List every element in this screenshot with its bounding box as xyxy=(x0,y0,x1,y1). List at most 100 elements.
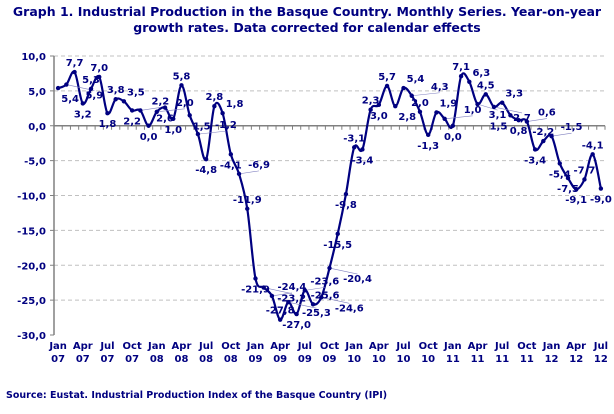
data-label: 4,5 xyxy=(477,80,495,91)
data-label: 1,9 xyxy=(440,98,458,109)
data-label: 1,0 xyxy=(464,105,482,116)
y-tick-label: -25,0 xyxy=(17,296,46,307)
data-point xyxy=(574,187,579,192)
data-point xyxy=(549,134,554,139)
x-tick-label-month: Apr xyxy=(369,341,389,352)
data-point xyxy=(393,104,398,109)
x-tick-label-year: 12 xyxy=(545,354,559,365)
data-point xyxy=(121,99,127,104)
y-tick-label: -15,0 xyxy=(17,226,46,237)
data-label: -23,6 xyxy=(310,276,339,287)
data-point xyxy=(425,132,431,138)
x-tick-label-month: Jan xyxy=(443,341,462,352)
data-point xyxy=(500,100,505,105)
data-label: 5,8 xyxy=(173,71,191,82)
x-tick-label-month: Apr xyxy=(468,341,488,352)
data-label: -24,6 xyxy=(335,303,364,314)
data-label: -11,9 xyxy=(233,195,262,206)
data-point xyxy=(162,105,168,110)
chart-title-line-1: Graph 1. Industrial Production in the Ba… xyxy=(12,4,602,19)
x-tick-label-year: 12 xyxy=(569,354,583,365)
data-label: 5,4 xyxy=(61,94,79,105)
data-label: 3,1 xyxy=(489,110,507,121)
data-point xyxy=(360,147,365,152)
data-point xyxy=(508,113,513,118)
leader-line xyxy=(329,267,358,275)
chart-title-line-2: growth rates. Data corrected for calenda… xyxy=(133,20,481,35)
data-point xyxy=(557,161,562,166)
x-tick-label-year: 09 xyxy=(298,354,312,365)
x-tick-label-year: 10 xyxy=(421,354,435,365)
data-label: -7,7 xyxy=(574,165,596,176)
data-label: -21,9 xyxy=(241,285,270,296)
data-label: 2,8 xyxy=(206,92,224,103)
leader-line xyxy=(197,130,226,135)
data-label: 5,4 xyxy=(407,74,425,85)
data-point xyxy=(384,83,390,89)
data-point xyxy=(88,86,94,91)
data-point xyxy=(55,85,61,91)
x-tick-label-year: 07 xyxy=(100,354,114,365)
leader-line xyxy=(411,92,440,97)
data-label: -9,0 xyxy=(590,195,612,206)
data-label: -27,8 xyxy=(266,306,295,317)
data-label: -20,4 xyxy=(343,274,372,285)
data-label: 3,2 xyxy=(74,109,92,120)
data-label: 2,3 xyxy=(362,96,380,107)
source-note: Source: Eustat. Industrial Production In… xyxy=(6,390,388,401)
x-tick-label-year: 09 xyxy=(249,354,263,365)
data-label: 7,1 xyxy=(452,62,470,73)
data-label: 7,7 xyxy=(66,58,84,69)
data-point xyxy=(475,101,480,107)
x-tick-label-month: Oct xyxy=(123,341,142,352)
data-point xyxy=(343,191,349,197)
data-point xyxy=(195,131,201,137)
leader-line xyxy=(444,115,473,120)
data-point xyxy=(458,74,464,79)
leader-line xyxy=(526,118,547,122)
data-label: 1,8 xyxy=(99,119,117,130)
data-label: 3,8 xyxy=(107,85,125,96)
x-tick-label-year: 11 xyxy=(495,354,509,365)
y-tick-label: 5,0 xyxy=(28,87,46,98)
data-point xyxy=(261,285,266,290)
x-tick-label-month: Jan xyxy=(542,341,561,352)
data-label: 2,8 xyxy=(398,112,416,123)
x-tick-label-month: Apr xyxy=(73,341,93,352)
data-point xyxy=(491,104,497,110)
x-tick-label-month: Oct xyxy=(221,341,240,352)
data-point xyxy=(401,85,406,91)
leader-line xyxy=(288,301,317,309)
data-point xyxy=(434,110,439,115)
data-point xyxy=(335,231,340,237)
data-point xyxy=(245,206,250,211)
x-tick-label-year: 07 xyxy=(51,354,65,365)
data-point xyxy=(467,79,472,85)
data-point xyxy=(236,171,242,177)
data-label: 1,0 xyxy=(164,125,182,136)
data-label: -1,5 xyxy=(561,122,583,133)
data-point xyxy=(483,92,488,97)
data-label: 5,9 xyxy=(85,91,103,102)
data-point xyxy=(351,145,357,150)
x-tick-label-year: 11 xyxy=(520,354,534,365)
y-tick-label: -30,0 xyxy=(17,331,46,342)
x-tick-label-year: 07 xyxy=(76,354,90,365)
data-label: -27,0 xyxy=(282,320,311,331)
data-label: 2,2 xyxy=(123,116,141,127)
data-label: 3,3 xyxy=(505,89,523,100)
leader-line xyxy=(263,287,292,294)
x-tick-label-month: Oct xyxy=(517,341,536,352)
x-tick-label-month: Jul xyxy=(198,341,213,352)
data-label: 4,3 xyxy=(431,82,449,93)
data-label: 3,0 xyxy=(370,111,388,122)
data-point xyxy=(442,116,447,121)
x-tick-label-year: 12 xyxy=(594,354,608,365)
data-point xyxy=(154,109,159,115)
data-label: 5,3 xyxy=(82,75,100,86)
data-point xyxy=(302,288,308,293)
data-label: -7,5 xyxy=(557,184,579,195)
data-point xyxy=(327,265,332,271)
data-point xyxy=(179,83,184,88)
